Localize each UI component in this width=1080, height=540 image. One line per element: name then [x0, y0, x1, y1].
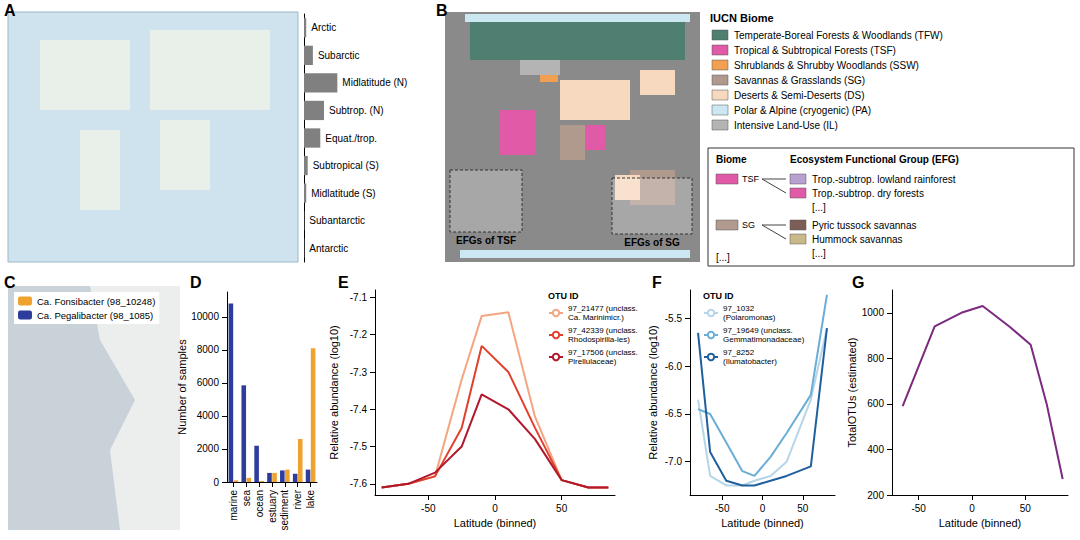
svg-text:TotalOTUs (estimated): TotalOTUs (estimated)	[846, 337, 858, 447]
svg-text:Latitude (binned): Latitude (binned)	[454, 517, 537, 529]
svg-text:[...]: [...]	[812, 248, 826, 259]
svg-text:C: C	[4, 274, 16, 291]
svg-text:Polar & Alpine (cryogenic) (PA: Polar & Alpine (cryogenic) (PA)	[734, 105, 871, 116]
svg-text:[...]: [...]	[716, 252, 730, 263]
svg-text:ocean: ocean	[254, 490, 265, 517]
svg-text:E: E	[338, 274, 349, 291]
svg-text:Midlatitude (N): Midlatitude (N)	[342, 77, 407, 88]
svg-text:97_17506 (unclass.: 97_17506 (unclass.	[568, 348, 638, 357]
svg-text:Shrublands & Shrubby Woodlands: Shrublands & Shrubby Woodlands (SSW)	[734, 60, 919, 71]
svg-text:EFGs of TSF: EFGs of TSF	[456, 235, 516, 246]
svg-text:-6.0: -6.0	[665, 361, 683, 372]
svg-text:Pyric tussock savannas: Pyric tussock savannas	[812, 220, 917, 231]
svg-text:400: 400	[867, 444, 884, 455]
svg-text:Tropical & Subtropical Forests: Tropical & Subtropical Forests (TSF)	[734, 45, 896, 56]
svg-text:0: 0	[492, 503, 498, 514]
svg-text:0: 0	[760, 503, 766, 514]
svg-text:OTU ID: OTU ID	[548, 291, 579, 301]
svg-text:Subarctic: Subarctic	[318, 50, 360, 61]
svg-text:Midlatitude (S): Midlatitude (S)	[311, 188, 375, 199]
svg-text:D: D	[190, 274, 202, 291]
svg-text:SG: SG	[742, 220, 755, 230]
svg-text:Pirellulaceae): Pirellulaceae)	[568, 357, 617, 366]
svg-text:marine: marine	[228, 490, 239, 521]
svg-text:50: 50	[1020, 503, 1032, 514]
svg-text:Subtropical (S): Subtropical (S)	[313, 160, 379, 171]
svg-text:F: F	[652, 274, 662, 291]
svg-text:-7.4: -7.4	[350, 404, 368, 415]
svg-text:50: 50	[797, 503, 809, 514]
svg-text:-7.1: -7.1	[350, 292, 368, 303]
svg-text:Hummock savannas: Hummock savannas	[812, 234, 903, 245]
svg-text:Gemmatimonadaceae): Gemmatimonadaceae)	[723, 335, 805, 344]
svg-text:Subtrop. (N): Subtrop. (N)	[329, 105, 383, 116]
svg-text:6000: 6000	[197, 377, 220, 388]
svg-text:97_19649 (unclass.: 97_19649 (unclass.	[723, 326, 793, 335]
svg-text:sediment: sediment	[279, 490, 290, 531]
svg-text:97_1032: 97_1032	[723, 304, 755, 313]
svg-text:Relative abundance (log10): Relative abundance (log10)	[647, 325, 659, 460]
svg-text:Ca. Pegalibacter (98_1085): Ca. Pegalibacter (98_1085)	[37, 310, 153, 321]
svg-text:B: B	[436, 2, 448, 19]
svg-text:river: river	[292, 489, 303, 509]
svg-text:Ecosystem Functional Group (EF: Ecosystem Functional Group (EFG)	[790, 154, 959, 165]
svg-text:800: 800	[867, 353, 884, 364]
svg-text:IUCN Biome: IUCN Biome	[710, 12, 774, 24]
svg-text:estuary: estuary	[267, 490, 278, 523]
svg-text:97_8252: 97_8252	[723, 348, 755, 357]
svg-text:-5.5: -5.5	[665, 313, 683, 324]
svg-text:(Polaromonas): (Polaromonas)	[723, 313, 776, 322]
svg-text:Latitude (binned): Latitude (binned)	[721, 517, 804, 529]
svg-text:2000: 2000	[197, 443, 220, 454]
svg-text:97_21477 (unclass.: 97_21477 (unclass.	[568, 304, 638, 313]
svg-text:97_42339 (unclass.: 97_42339 (unclass.	[568, 326, 638, 335]
svg-text:-50: -50	[911, 503, 926, 514]
svg-text:600: 600	[867, 398, 884, 409]
svg-text:Trop.-subtrop. lowland rainfor: Trop.-subtrop. lowland rainforest	[812, 174, 956, 185]
svg-text:(Ilumatobacter): (Ilumatobacter)	[723, 357, 777, 366]
svg-text:Temperate-Boreal Forests & Woo: Temperate-Boreal Forests & Woodlands (TF…	[734, 30, 943, 41]
svg-text:-50: -50	[421, 503, 436, 514]
svg-text:Savannas & Grasslands (SG): Savannas & Grasslands (SG)	[734, 75, 865, 86]
svg-text:Intensive Land-Use (IL): Intensive Land-Use (IL)	[734, 120, 838, 131]
svg-text:-7.6: -7.6	[350, 478, 368, 489]
svg-text:-7.5: -7.5	[350, 441, 368, 452]
svg-text:Equat./trop.: Equat./trop.	[325, 133, 377, 144]
svg-text:Ca. Marinimicr.): Ca. Marinimicr.)	[568, 313, 624, 322]
svg-text:-50: -50	[715, 503, 730, 514]
svg-text:-6.5: -6.5	[665, 408, 683, 419]
svg-text:OTU ID: OTU ID	[703, 291, 734, 301]
svg-text:lake: lake	[305, 490, 316, 509]
svg-text:Relative abundance (log10): Relative abundance (log10)	[328, 325, 340, 460]
svg-text:1000: 1000	[862, 307, 885, 318]
svg-text:Latitude (binned): Latitude (binned)	[939, 517, 1022, 529]
svg-text:G: G	[852, 274, 864, 291]
svg-text:Biome: Biome	[716, 154, 747, 165]
svg-text:10000: 10000	[191, 311, 219, 322]
svg-text:A: A	[4, 2, 16, 19]
svg-text:200: 200	[867, 490, 884, 501]
svg-text:Antarctic: Antarctic	[309, 243, 348, 254]
svg-text:0: 0	[969, 503, 975, 514]
svg-text:4000: 4000	[197, 410, 220, 421]
svg-text:-7.3: -7.3	[350, 367, 368, 378]
svg-text:sea: sea	[241, 490, 252, 507]
svg-text:-7.0: -7.0	[665, 456, 683, 467]
svg-text:Arctic: Arctic	[311, 22, 336, 33]
svg-text:TSF: TSF	[742, 174, 760, 184]
svg-text:Rhodospirilla-les): Rhodospirilla-les)	[568, 335, 630, 344]
svg-text:Number of samples: Number of samples	[176, 339, 188, 435]
svg-text:Trop.-subtrop. dry forests: Trop.-subtrop. dry forests	[812, 188, 924, 199]
svg-text:Ca. Fonsibacter (98_10248): Ca. Fonsibacter (98_10248)	[37, 296, 155, 307]
svg-text:EFGs of SG: EFGs of SG	[624, 237, 680, 248]
svg-text:Subantarctic: Subantarctic	[309, 215, 365, 226]
svg-text:Deserts & Semi-Deserts (DS): Deserts & Semi-Deserts (DS)	[734, 90, 865, 101]
svg-text:-7.2: -7.2	[350, 329, 368, 340]
svg-text:0: 0	[213, 477, 219, 488]
svg-text:8000: 8000	[197, 344, 220, 355]
svg-text:[...]: [...]	[812, 202, 826, 213]
svg-text:50: 50	[556, 503, 568, 514]
